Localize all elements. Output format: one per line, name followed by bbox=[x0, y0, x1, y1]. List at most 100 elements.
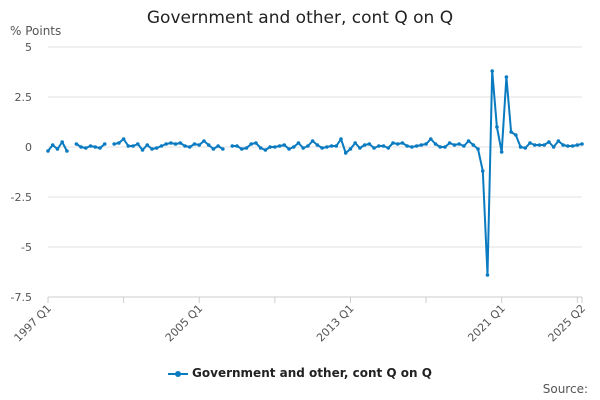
data-point bbox=[273, 145, 277, 149]
data-point bbox=[334, 144, 339, 148]
data-point bbox=[580, 142, 584, 146]
data-point bbox=[282, 143, 287, 147]
data-point bbox=[93, 145, 98, 149]
data-point bbox=[221, 147, 225, 151]
legend[interactable]: Government and other, cont Q on Q bbox=[0, 366, 600, 380]
data-point bbox=[466, 139, 471, 143]
data-point bbox=[485, 273, 490, 277]
data-point bbox=[329, 144, 334, 148]
data-point bbox=[150, 147, 154, 151]
data-point bbox=[277, 144, 282, 148]
data-point bbox=[447, 141, 452, 145]
data-point bbox=[202, 139, 206, 143]
data-point bbox=[140, 148, 145, 152]
y-tick-label: -2.5 bbox=[11, 191, 32, 204]
data-point bbox=[556, 139, 561, 143]
data-point bbox=[400, 141, 405, 145]
x-tick-label: 1997 Q1 bbox=[12, 302, 55, 345]
data-point bbox=[197, 143, 202, 147]
data-point bbox=[433, 142, 438, 146]
data-point bbox=[310, 139, 315, 143]
data-point bbox=[419, 143, 424, 147]
data-point bbox=[126, 144, 131, 148]
data-point bbox=[514, 133, 518, 137]
data-point bbox=[339, 137, 343, 141]
data-point bbox=[169, 141, 173, 145]
data-point bbox=[551, 145, 556, 149]
data-point bbox=[391, 141, 395, 145]
data-point bbox=[528, 141, 532, 145]
data-point bbox=[509, 130, 513, 134]
legend-label: Government and other, cont Q on Q bbox=[192, 366, 432, 380]
data-point bbox=[457, 142, 461, 146]
data-point bbox=[566, 144, 570, 148]
y-tick-label: -7.5 bbox=[11, 291, 32, 304]
data-point bbox=[462, 144, 466, 148]
data-point bbox=[239, 147, 244, 151]
data-point bbox=[79, 145, 83, 149]
data-point bbox=[263, 148, 268, 152]
data-point bbox=[428, 137, 433, 141]
data-point bbox=[518, 145, 523, 149]
data-point bbox=[495, 125, 499, 129]
data-point bbox=[443, 145, 447, 149]
data-point bbox=[542, 143, 546, 147]
data-point bbox=[395, 142, 400, 146]
data-point bbox=[254, 141, 258, 145]
data-point bbox=[532, 143, 537, 147]
legend-swatch bbox=[168, 369, 189, 379]
x-tick-label: 2025 Q2 bbox=[546, 302, 589, 345]
data-point bbox=[523, 146, 528, 150]
data-point bbox=[296, 141, 301, 145]
data-point bbox=[452, 143, 457, 147]
data-point bbox=[424, 142, 428, 146]
data-point bbox=[183, 144, 187, 148]
data-point bbox=[381, 144, 386, 148]
data-point bbox=[65, 149, 69, 153]
data-point bbox=[575, 143, 580, 147]
data-point bbox=[50, 143, 55, 147]
data-point bbox=[291, 145, 296, 149]
data-point bbox=[438, 145, 443, 149]
data-point bbox=[348, 147, 353, 151]
data-point bbox=[206, 143, 211, 147]
data-point bbox=[211, 147, 216, 151]
data-point bbox=[325, 145, 329, 149]
x-tick-label: 2021 Q1 bbox=[465, 302, 508, 345]
data-point bbox=[84, 146, 88, 150]
y-tick-label: 2.5 bbox=[15, 91, 33, 104]
data-point bbox=[358, 146, 362, 150]
data-point bbox=[117, 141, 121, 145]
chart-title: Government and other, cont Q on Q bbox=[146, 8, 454, 28]
data-point bbox=[88, 144, 93, 148]
data-point bbox=[154, 146, 159, 150]
data-point bbox=[121, 137, 126, 141]
data-point bbox=[410, 145, 414, 149]
data-point bbox=[414, 144, 419, 148]
data-point bbox=[537, 143, 542, 147]
data-point bbox=[164, 142, 168, 146]
data-point bbox=[343, 151, 348, 155]
source-label: Source: bbox=[542, 382, 588, 396]
data-point bbox=[102, 142, 107, 146]
data-point bbox=[362, 143, 367, 147]
y-axis-label: % Points bbox=[10, 24, 62, 38]
data-point bbox=[504, 75, 509, 79]
data-point bbox=[60, 140, 64, 144]
data-point bbox=[561, 143, 565, 147]
data-point bbox=[135, 142, 140, 146]
data-point bbox=[499, 150, 504, 154]
data-point bbox=[235, 144, 239, 148]
data-point bbox=[216, 144, 220, 148]
data-point bbox=[192, 142, 197, 146]
data-point bbox=[112, 142, 116, 146]
data-point bbox=[372, 146, 376, 150]
data-point bbox=[98, 146, 102, 150]
x-tick-label: 2005 Q1 bbox=[163, 302, 206, 345]
data-point bbox=[244, 146, 249, 150]
data-point bbox=[386, 146, 391, 150]
data-point bbox=[490, 69, 495, 73]
data-point bbox=[249, 142, 254, 146]
